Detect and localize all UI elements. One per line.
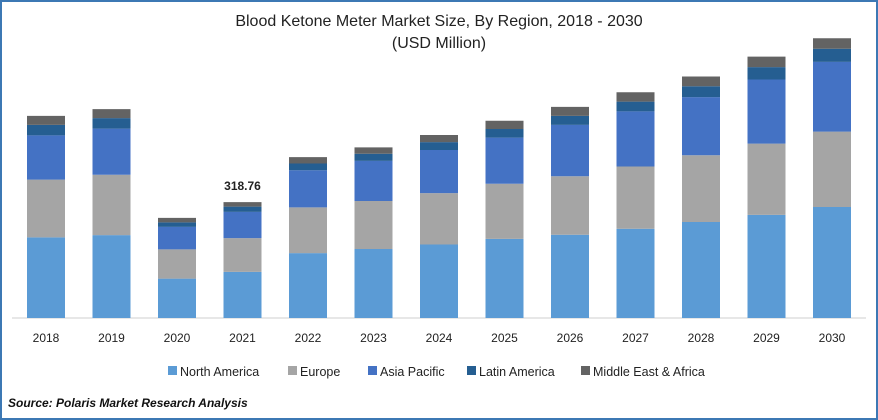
bar-2019-middle-east-africa [92, 109, 131, 119]
bar-2018-middle-east-africa [27, 115, 65, 125]
bar-2019-asia-pacific [92, 128, 131, 175]
bar-2018-latin-america [27, 124, 65, 136]
x-tick-2030: 2030 [819, 331, 846, 345]
bar-2029-asia-pacific [747, 79, 786, 144]
bar-2019-latin-america [92, 118, 131, 129]
chart-subtitle: (USD Million) [392, 35, 486, 52]
bar-2021-asia-pacific [223, 211, 262, 239]
legend-label-europe: Europe [300, 365, 340, 379]
bar-2023-latin-america [354, 153, 393, 161]
bar-2025-north-america [485, 238, 524, 318]
bar-2023-asia-pacific [354, 160, 393, 201]
x-tick-2028: 2028 [688, 331, 715, 345]
bar-2029-latin-america [747, 67, 786, 80]
x-tick-2024: 2024 [426, 331, 453, 345]
bar-2028-europe [682, 155, 720, 222]
bar-2028-north-america [682, 222, 720, 318]
bar-2023-north-america [354, 249, 393, 318]
bar-2021-latin-america [223, 206, 262, 212]
bar-2030-latin-america [813, 48, 851, 62]
legend-swatch-europe [288, 366, 297, 375]
bar-2023-middle-east-africa [354, 147, 393, 154]
bar-2021-north-america [223, 271, 262, 318]
bar-2022-europe [289, 207, 327, 254]
legend-swatch-north-america [168, 366, 177, 375]
bar-2028-middle-east-africa [682, 76, 720, 87]
source-note: Source: Polaris Market Research Analysis [8, 396, 248, 410]
bar-2020-europe [158, 249, 196, 279]
bar-2028-latin-america [682, 86, 720, 98]
bar-2024-north-america [420, 244, 458, 318]
bar-2028-asia-pacific [682, 97, 720, 156]
bar-2030-north-america [813, 207, 851, 318]
legend-label-asia-pacific: Asia Pacific [380, 365, 445, 379]
bar-2030-europe [813, 131, 851, 207]
bar-2030-middle-east-africa [813, 38, 851, 49]
bar-2026-europe [551, 176, 589, 235]
bar-2023-europe [354, 201, 393, 249]
bar-2018-asia-pacific [27, 135, 65, 180]
bar-2020-middle-east-africa [158, 217, 196, 223]
legend-swatch-middle-east-africa [581, 366, 590, 375]
x-tick-2027: 2027 [622, 331, 649, 345]
bar-2029-north-america [747, 214, 786, 318]
bar-2019-europe [92, 174, 131, 236]
x-tick-2026: 2026 [557, 331, 584, 345]
x-tick-2021: 2021 [229, 331, 256, 345]
legend-label-middle-east-africa: Middle East & Africa [593, 365, 705, 379]
data-label-2021: 318.76 [224, 179, 261, 193]
bar-2020-asia-pacific [158, 226, 196, 250]
x-tick-labels: 2018 2019 2020 2021 2022 2023 2024 2025 2026 2027… [33, 331, 846, 345]
bar-2025-asia-pacific [485, 137, 524, 184]
legend-label-north-america: North America [180, 365, 259, 379]
bar-2024-middle-east-africa [420, 135, 458, 143]
bars-group [27, 38, 851, 318]
bar-2024-asia-pacific [420, 150, 458, 194]
bar-2026-north-america [551, 234, 589, 318]
bar-2026-asia-pacific [551, 124, 589, 177]
bar-2027-north-america [616, 228, 655, 318]
legend-label-latin-america: Latin America [479, 365, 555, 379]
bar-2025-middle-east-africa [485, 120, 524, 129]
x-tick-2025: 2025 [491, 331, 518, 345]
data-labels: 318.76 [224, 179, 261, 193]
bar-2027-middle-east-africa [616, 92, 655, 102]
x-tick-2022: 2022 [295, 331, 322, 345]
x-tick-2019: 2019 [98, 331, 125, 345]
x-tick-2018: 2018 [33, 331, 60, 345]
bar-2027-europe [616, 166, 655, 229]
bar-2030-asia-pacific [813, 61, 851, 132]
legend: North America Europe Asia Pacific Latin Ame… [168, 365, 705, 379]
legend-swatch-latin-america [467, 366, 476, 375]
bar-2029-middle-east-africa [747, 56, 786, 68]
bar-2026-middle-east-africa [551, 106, 589, 116]
bar-2025-europe [485, 183, 524, 239]
bar-2026-latin-america [551, 115, 589, 125]
chart-title: Blood Ketone Meter Market Size, By Regio… [235, 13, 642, 30]
bar-2022-middle-east-africa [289, 157, 327, 164]
bar-2022-latin-america [289, 163, 327, 171]
bar-2018-north-america [27, 237, 65, 318]
bar-2024-latin-america [420, 142, 458, 150]
bar-2020-latin-america [158, 222, 196, 227]
bar-2025-latin-america [485, 129, 524, 138]
x-tick-2029: 2029 [753, 331, 780, 345]
bar-2027-latin-america [616, 101, 655, 112]
bar-2029-europe [747, 143, 786, 215]
bar-2022-north-america [289, 253, 327, 318]
bar-2024-europe [420, 193, 458, 245]
bar-2021-middle-east-africa [223, 202, 262, 207]
bar-2019-north-america [92, 235, 131, 318]
legend-swatch-asia-pacific [368, 366, 377, 375]
bar-2027-asia-pacific [616, 111, 655, 167]
bar-2021-europe [223, 238, 262, 272]
bar-2022-asia-pacific [289, 170, 327, 208]
bar-2020-north-america [158, 278, 196, 318]
x-tick-2023: 2023 [360, 331, 387, 345]
bar-2018-europe [27, 179, 65, 238]
x-tick-2020: 2020 [164, 331, 191, 345]
